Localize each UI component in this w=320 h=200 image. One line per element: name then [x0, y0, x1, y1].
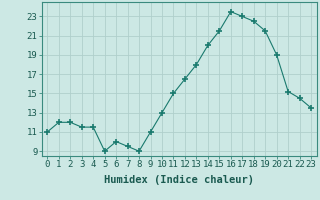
- X-axis label: Humidex (Indice chaleur): Humidex (Indice chaleur): [104, 175, 254, 185]
